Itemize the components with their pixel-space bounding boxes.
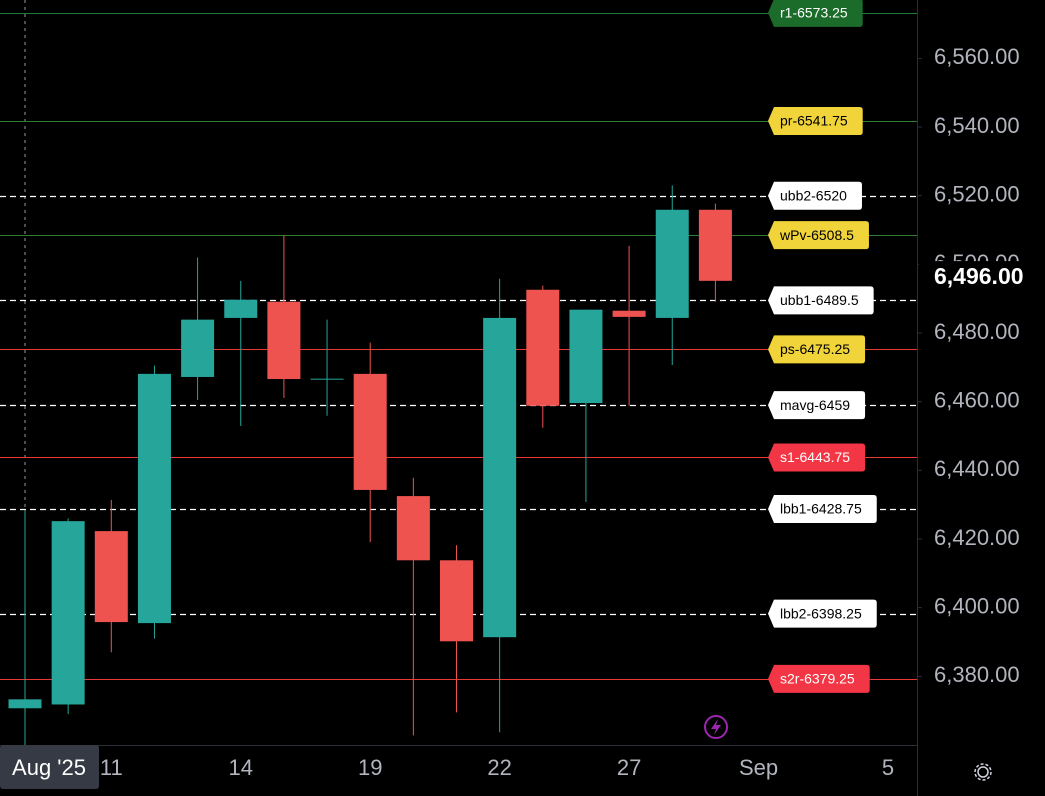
settings-icon[interactable] xyxy=(974,763,992,781)
x-tick-label: 22 xyxy=(487,755,511,780)
level-label: s2r-6379.25 xyxy=(768,664,870,693)
x-tick-label: Aug '25 xyxy=(12,755,86,780)
crosshair-label-box xyxy=(0,745,99,789)
level-label-text: pr-6541.75 xyxy=(780,113,848,129)
level-label-box xyxy=(768,599,877,628)
level-label: pr-6541.75 xyxy=(768,107,863,136)
candle-body xyxy=(310,378,344,380)
candle-body xyxy=(181,319,215,377)
lightning-icon[interactable] xyxy=(704,715,728,739)
level-label-box xyxy=(768,0,863,27)
y-tick-label: 6,380.00 xyxy=(934,662,1020,687)
level-label: lbb2-6398.25 xyxy=(768,599,877,628)
level-label-text: ps-6475.25 xyxy=(780,341,850,357)
level-label-box xyxy=(768,107,863,136)
y-tick-label: 6,480.00 xyxy=(934,319,1020,344)
level-label: ps-6475.25 xyxy=(768,335,866,364)
candle-body xyxy=(353,373,387,490)
level-label-text: ubb1-6489.5 xyxy=(780,292,859,308)
x-tick-label: 19 xyxy=(358,755,382,780)
candle-body xyxy=(569,309,603,404)
x-tick-label: 5 xyxy=(882,755,894,780)
candle-body xyxy=(440,560,473,642)
level-label-text: mavg-6459 xyxy=(780,397,850,413)
level-label: ubb2-6520 xyxy=(768,181,862,210)
level-label-box xyxy=(768,391,866,420)
level-label-box xyxy=(768,221,869,250)
level-label: s1-6443.75 xyxy=(768,443,866,472)
level-label: r1-6573.25 xyxy=(768,0,863,27)
y-tick-label: 6,460.00 xyxy=(934,387,1020,412)
level-label-box xyxy=(768,286,874,315)
level-label-box xyxy=(768,664,870,693)
level-label-text: s2r-6379.25 xyxy=(780,671,855,687)
x-tick-label: 14 xyxy=(229,755,253,780)
candle-body xyxy=(267,301,301,380)
candle-body xyxy=(94,531,128,623)
candle-body xyxy=(698,209,732,281)
plot xyxy=(0,13,917,745)
y-tick-label: 6,540.00 xyxy=(934,113,1020,138)
level-label: wPv-6508.5 xyxy=(768,221,869,250)
level-label: lbb1-6428.75 xyxy=(768,494,877,523)
candle-body xyxy=(8,699,42,709)
current-price-box xyxy=(919,261,1045,296)
candle-body xyxy=(483,317,517,638)
candle-body xyxy=(137,373,171,624)
y-tick-label: 6,440.00 xyxy=(934,456,1020,481)
level-label-box xyxy=(768,494,877,523)
current-price-label: 6,496.00 xyxy=(934,263,1024,289)
level-label-box xyxy=(768,335,866,364)
candle-body xyxy=(655,209,689,318)
candle-body xyxy=(396,496,430,561)
level-label-text: lbb2-6398.25 xyxy=(780,605,862,621)
level-label-text: s1-6443.75 xyxy=(780,449,850,465)
candle-body xyxy=(224,299,258,318)
level-label-text: ubb2-6520 xyxy=(780,187,847,203)
x-tick-label: 27 xyxy=(617,755,641,780)
candle-body xyxy=(526,289,560,406)
level-label: ubb1-6489.5 xyxy=(768,286,874,315)
level-label-text: wPv-6508.5 xyxy=(779,227,854,243)
level-label-box xyxy=(768,443,866,472)
x-tick-label: 11 xyxy=(100,755,123,780)
x-tick-label: Sep xyxy=(739,755,778,780)
candle-body xyxy=(612,310,646,317)
y-tick-label: 6,420.00 xyxy=(934,525,1020,550)
level-label: mavg-6459 xyxy=(768,391,866,420)
level-label-box xyxy=(768,181,862,210)
y-tick-label: 6,560.00 xyxy=(934,44,1020,69)
y-tick-label: 6,520.00 xyxy=(934,182,1020,207)
level-label-text: r1-6573.25 xyxy=(780,5,848,21)
level-label-text: lbb1-6428.75 xyxy=(780,501,862,517)
candle-body xyxy=(51,521,85,705)
y-tick-label: 6,400.00 xyxy=(934,593,1020,618)
